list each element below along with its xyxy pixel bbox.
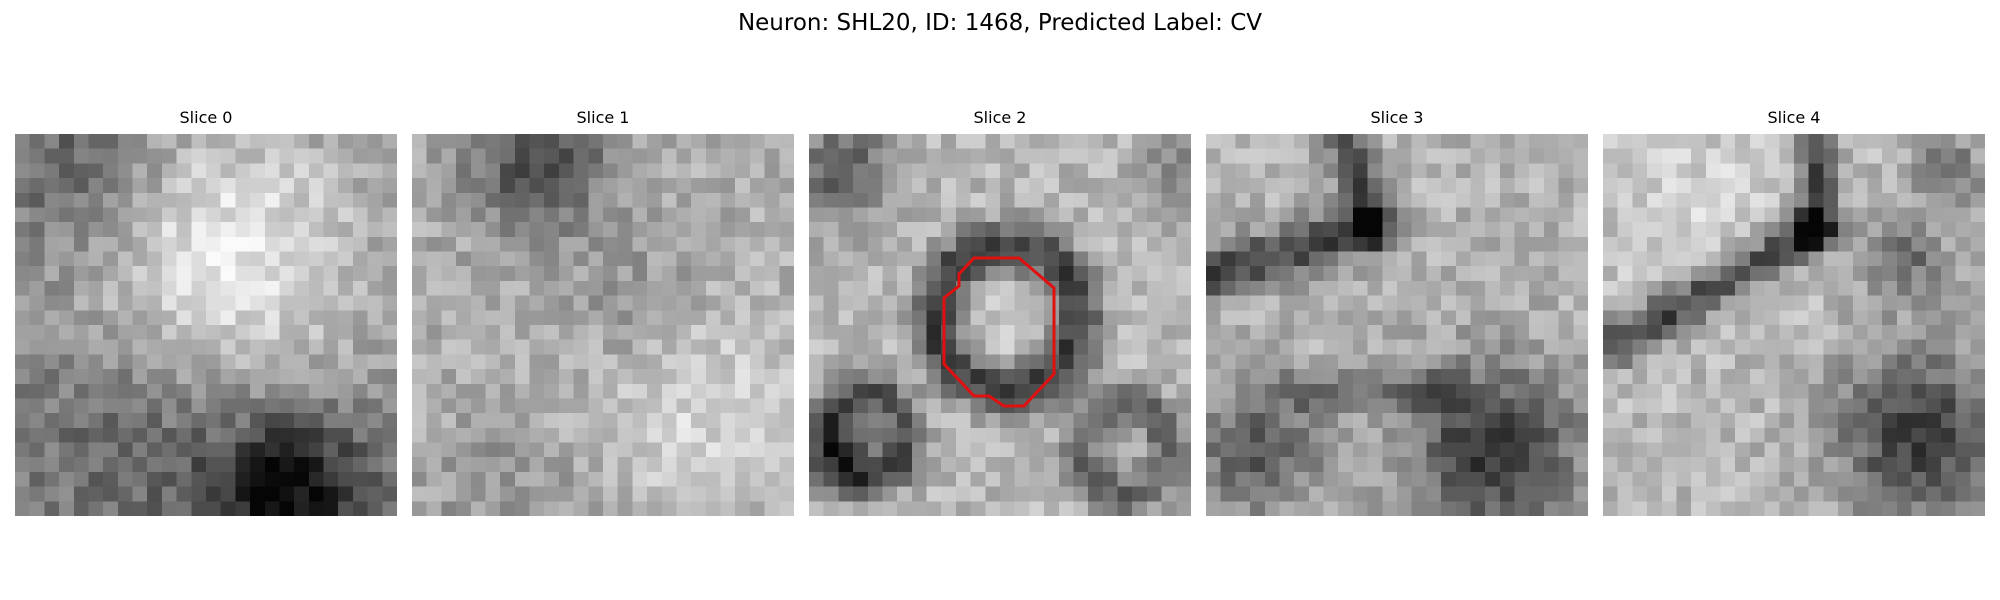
slice-2-roi-overlay (942, 256, 1056, 408)
slice-3-title: Slice 3 (1370, 108, 1424, 127)
slice-1-title: Slice 1 (576, 108, 630, 127)
slice-1-panel: Slice 1 (412, 108, 794, 516)
slice-4-title: Slice 4 (1767, 108, 1821, 127)
slice-2-title: Slice 2 (973, 108, 1027, 127)
slice-2-panel: Slice 2 (809, 108, 1191, 516)
slice-0-image (15, 134, 397, 516)
slice-3-image (1206, 134, 1588, 516)
slice-0-panel: Slice 0 (15, 108, 397, 516)
slice-0-title: Slice 0 (179, 108, 233, 127)
roi-outline (942, 256, 1056, 408)
slice-2-image (809, 134, 1191, 516)
slice-4-panel: Slice 4 (1603, 108, 1985, 516)
slice-3-panel: Slice 3 (1206, 108, 1588, 516)
figure-title: Neuron: SHL20, ID: 1468, Predicted Label… (737, 10, 1263, 36)
slice-4-image (1603, 134, 1985, 516)
slice-1-image (412, 134, 794, 516)
